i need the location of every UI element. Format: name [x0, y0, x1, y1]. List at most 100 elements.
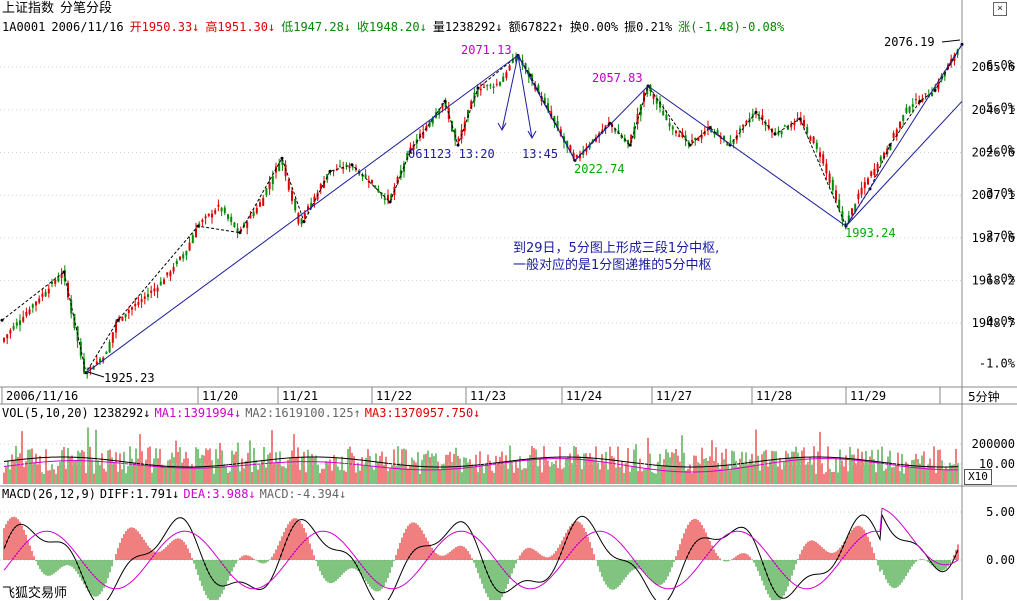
candle-body — [57, 277, 60, 282]
candle-body — [652, 93, 655, 99]
candle-body — [3, 337, 5, 342]
annotation-arrow — [517, 55, 533, 139]
candle-body — [915, 99, 917, 101]
stroke-dashed-line — [1, 44, 963, 375]
candle-body — [191, 235, 194, 244]
candle-body — [134, 303, 137, 307]
candle-body — [751, 113, 754, 118]
candle-body — [742, 124, 745, 128]
date-tick-label: 11/20 — [202, 389, 238, 403]
candle-body — [409, 147, 412, 153]
candle-body — [319, 184, 322, 190]
candle-body — [777, 131, 780, 135]
candle-body — [671, 126, 674, 130]
segment-line — [85, 44, 963, 374]
chart-title: 上证指数 — [2, 1, 55, 16]
candle-body — [268, 182, 271, 190]
candle-body — [838, 199, 841, 210]
candle-body — [739, 128, 741, 132]
candle-body — [140, 299, 143, 302]
candle-body — [819, 152, 821, 157]
candle-body — [249, 214, 252, 219]
candle-body — [95, 361, 98, 365]
date-tick-label: 2006/11/16 — [6, 389, 78, 403]
candle-body — [73, 313, 76, 328]
fractal-dot — [116, 318, 120, 322]
candle-body — [284, 164, 287, 177]
candle-body — [662, 110, 665, 116]
candle-body — [211, 213, 213, 218]
candle-body — [137, 302, 140, 305]
candle-body — [166, 272, 169, 276]
candle-body — [83, 358, 85, 373]
macd-axis-label: 0.00 — [986, 553, 1015, 567]
candle-body — [831, 179, 834, 191]
candle-body — [297, 213, 300, 224]
fractal-dot — [798, 117, 802, 121]
candle-body — [147, 294, 149, 297]
candle-body — [201, 219, 204, 223]
candle-body — [575, 155, 578, 158]
close-icon[interactable]: × — [993, 2, 1007, 16]
candle-body — [655, 98, 658, 104]
fractal-dot — [280, 156, 284, 160]
candle-body — [35, 301, 37, 306]
x10-button[interactable]: X10 — [964, 469, 992, 485]
period-label[interactable]: 5分钟 — [968, 390, 1000, 404]
candle-body — [668, 123, 671, 127]
candle-body — [265, 188, 268, 196]
date-tick-label: 11/22 — [376, 389, 412, 403]
macd-value: MACD:-4.394↓ — [259, 487, 347, 501]
candle-body — [841, 211, 844, 221]
note-line-2: 一般对应的是1分图递推的5分中枢 — [513, 258, 712, 273]
candle-body — [38, 298, 41, 303]
candle-body — [342, 167, 345, 170]
candle-body — [735, 135, 738, 141]
pct-tick-label: 2.0% — [986, 229, 1016, 243]
candle-body — [815, 142, 818, 149]
candle-body — [255, 208, 258, 214]
quote-high: 高1951.30↓ — [205, 20, 276, 34]
date-tick-label: 11/29 — [850, 389, 886, 403]
candle-body — [390, 194, 393, 201]
candle-body — [627, 140, 629, 145]
candle-body — [790, 124, 793, 128]
fractal-dot — [773, 132, 777, 136]
candle-body — [588, 144, 591, 149]
candle-body — [780, 131, 783, 135]
candle-body — [911, 104, 914, 107]
price-tick-label: 2065.6 — [972, 60, 1015, 74]
candle-body — [582, 150, 585, 155]
candle-body — [195, 228, 197, 238]
candle-body — [579, 154, 581, 159]
vol-label: VOL(5,10,20) — [2, 406, 89, 420]
macd-label: MACD(26,12,9) — [2, 487, 96, 501]
candle-body — [12, 326, 15, 330]
candle-body — [511, 59, 514, 63]
candle-body — [207, 213, 210, 216]
candle-body — [806, 126, 809, 133]
candle-body — [761, 115, 764, 120]
segment-label-2057: 2057.83 — [592, 71, 643, 85]
candle-body — [723, 135, 725, 140]
candle-body — [694, 137, 697, 140]
candle-body — [156, 287, 159, 292]
candle-body — [111, 332, 114, 343]
vol-ma-line — [3, 456, 959, 468]
candle-body — [857, 193, 860, 200]
candle-body — [345, 164, 348, 166]
candle-body — [495, 83, 498, 85]
annotation-arrowhead — [527, 130, 537, 140]
stock-code: 1A0001 — [2, 20, 46, 34]
candle-body — [124, 313, 127, 318]
candle-body — [812, 136, 815, 144]
candle-body — [364, 174, 367, 178]
segment-label-1993: 1993.24 — [845, 226, 896, 240]
candle-body — [508, 65, 511, 71]
fractal-dot — [408, 150, 412, 154]
candle-body — [659, 101, 661, 108]
candle-body — [745, 120, 748, 124]
pct-tick-label: 0.0% — [986, 314, 1016, 328]
candle-body — [630, 134, 633, 143]
fractal-dot — [302, 220, 306, 224]
